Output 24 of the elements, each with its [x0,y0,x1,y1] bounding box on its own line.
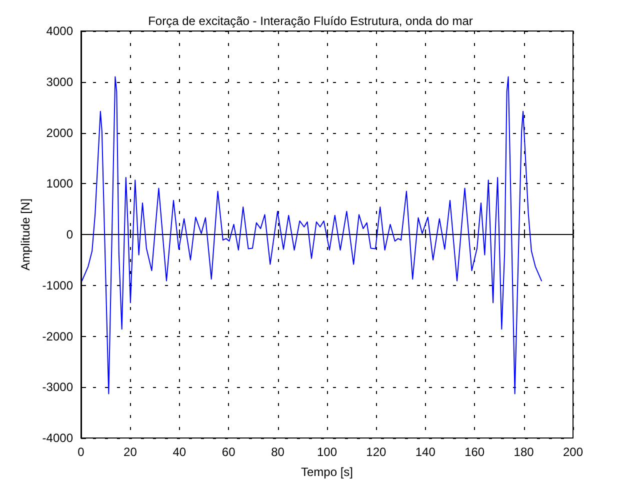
y-tick-label: 2000 [46,126,74,140]
x-tick-label: 180 [514,445,534,459]
x-tick-label: 40 [172,445,186,459]
x-tick-label: 20 [124,445,138,459]
y-axis-title: Amplitude [N] [18,198,32,271]
y-tick-label: -4000 [42,431,74,445]
y-tick-label: -2000 [42,329,74,344]
x-tick-label: 120 [366,445,387,459]
chart-title: Força de excitação - Interação Fluído Estrutura, onda do mar [148,14,473,28]
y-tick-label: 4000 [46,24,74,38]
x-axis-title: Tempo [s] [300,465,354,479]
y-tick-label: 0 [66,228,74,242]
y-tick-label: 3000 [46,74,74,89]
x-tick-label: 80 [271,445,285,459]
y-tick-label: -3000 [42,380,74,394]
y-tick-label: 1000 [46,176,74,191]
x-tick-label: 0 [78,445,85,459]
line-series [81,76,542,394]
x-tick-label: 160 [464,445,485,459]
x-tick-label: 60 [222,445,236,459]
x-tick-label: 200 [562,445,584,459]
x-tick-label: 100 [316,445,338,459]
y-tick-label: -1000 [42,278,74,292]
x-tick-label: 140 [415,445,436,459]
